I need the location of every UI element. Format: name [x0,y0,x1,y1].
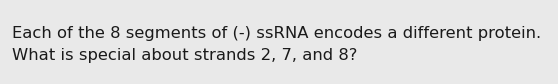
Text: Each of the 8 segments of (-) ssRNA encodes a different protein.
What is special: Each of the 8 segments of (-) ssRNA enco… [12,26,541,63]
